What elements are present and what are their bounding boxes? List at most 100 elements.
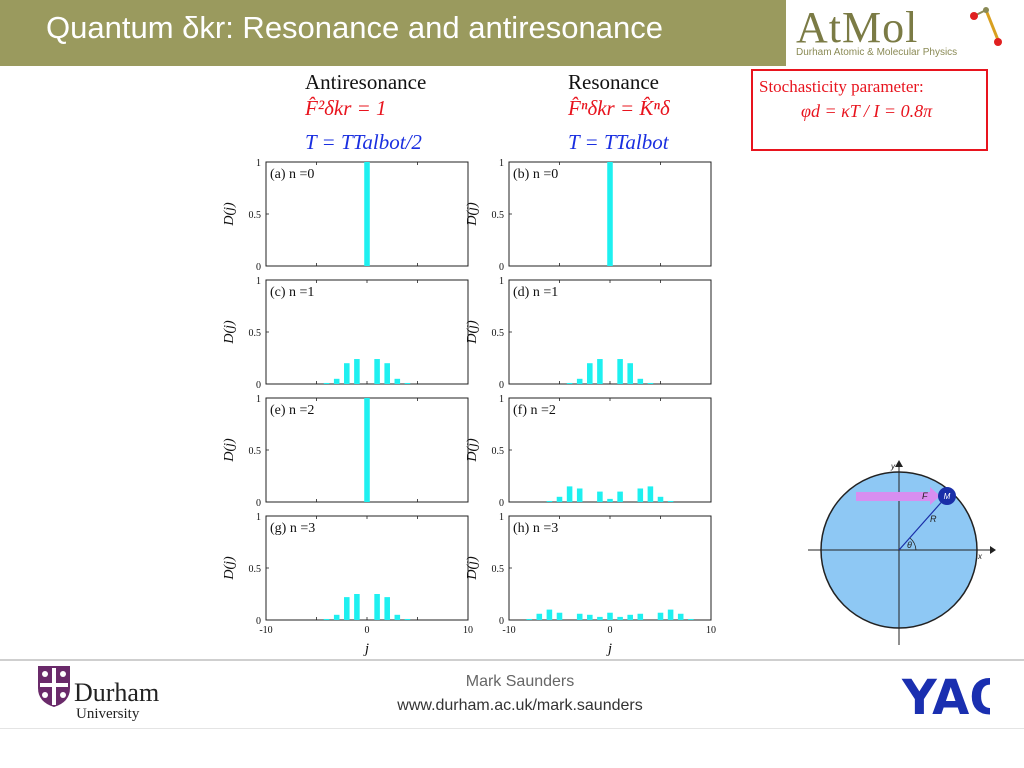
x-axis-label: x <box>977 552 983 561</box>
rotor-diagram: M F R θ y x <box>808 460 996 645</box>
bar <box>627 363 633 384</box>
y-tick-label: 0 <box>256 262 261 273</box>
bar <box>607 498 613 502</box>
y-tick-label: 0 <box>499 616 504 627</box>
y-axis-label: D(j) <box>465 556 480 581</box>
y-axis-label: D(j) <box>465 202 480 227</box>
y-tick-label: 1 <box>256 394 261 405</box>
x-axis-label: j <box>606 641 612 657</box>
bar <box>364 162 370 266</box>
panel-label: (b) n =0 <box>513 167 558 182</box>
bar <box>344 597 350 620</box>
durham-logo: Durham University <box>36 664 159 722</box>
atmol-logo-subtitle: Durham Atomic & Molecular Physics <box>796 47 958 58</box>
theta-label: θ <box>907 540 912 550</box>
x-tick-label: -10 <box>259 625 272 636</box>
bar <box>607 162 613 266</box>
bar <box>637 613 644 620</box>
y-tick-label: 0 <box>499 262 504 273</box>
x-axis-label: j <box>363 641 369 657</box>
y-tick-label: 1 <box>256 512 261 523</box>
x-tick-label: -10 <box>502 625 515 636</box>
atmol-logo-text: AtMol <box>796 3 919 52</box>
y-axis-label: D(j) <box>465 438 480 463</box>
bar <box>404 382 411 384</box>
mass-label: M <box>944 492 951 501</box>
bar <box>617 616 623 620</box>
bar <box>394 378 401 384</box>
bar <box>587 363 593 384</box>
bar <box>566 486 573 502</box>
bar <box>576 488 583 502</box>
bar <box>536 613 543 620</box>
bar <box>576 378 583 384</box>
y-tick-label: 0.5 <box>249 328 262 339</box>
y-tick-label: 1 <box>256 276 261 287</box>
bar <box>587 614 593 620</box>
bar <box>546 609 553 620</box>
durham-crest-icon <box>38 666 70 707</box>
antiresonance-heading: Antiresonance <box>305 70 427 94</box>
radius-label: R <box>930 514 937 524</box>
bar <box>364 398 370 502</box>
bar <box>657 612 664 620</box>
bar <box>607 612 613 620</box>
panel-frame <box>265 515 469 621</box>
panel-frame <box>508 515 712 621</box>
panel-label: (g) n =3 <box>270 521 315 536</box>
stochasticity-equation: φd = κT / I = 0.8π <box>801 101 933 121</box>
bar <box>617 491 623 502</box>
y-axis-label: D(j) <box>222 438 237 463</box>
force-arrow-head <box>930 487 940 505</box>
y-tick-label: 1 <box>256 158 261 169</box>
y-axis-label: D(j) <box>222 320 237 345</box>
durham-name: Durham <box>74 678 160 707</box>
y-tick-label: 0 <box>256 498 261 509</box>
resonance-eq1: F̂ⁿδkr = K̂ⁿδ <box>568 96 670 120</box>
bar <box>384 363 390 384</box>
author-url[interactable]: www.durham.ac.uk/mark.saunders <box>397 697 643 714</box>
stochasticity-title: Stochasticity parameter: <box>759 77 924 96</box>
y-tick-label: 1 <box>499 394 504 405</box>
y-tick-label: 1 <box>499 276 504 287</box>
y-axis-label: D(j) <box>222 202 237 227</box>
y-tick-label: 0.5 <box>249 210 262 221</box>
footer-divider-bottom <box>0 728 1024 729</box>
footer-divider <box>0 659 1024 661</box>
resonance-heading: Resonance <box>568 70 659 94</box>
x-axis-arrow <box>990 546 996 554</box>
bar <box>597 491 603 502</box>
header-bar: Quantum δkr: Resonance and antiresonance… <box>0 0 1024 66</box>
panel-label: (d) n =1 <box>513 285 558 300</box>
bar <box>597 359 603 384</box>
y-axis-arrow <box>895 460 903 467</box>
bar <box>354 359 360 384</box>
bar <box>667 609 674 620</box>
resonance-eq2: T = TTalbot <box>568 130 669 154</box>
y-tick-label: 0.5 <box>492 328 505 339</box>
bar <box>637 488 644 502</box>
bar <box>627 614 633 620</box>
y-tick-label: 0.5 <box>249 446 262 457</box>
panel-label: (e) n =2 <box>270 403 314 418</box>
panel-label: (h) n =3 <box>513 521 558 536</box>
y-tick-label: 0.5 <box>492 210 505 221</box>
bar <box>677 613 684 620</box>
bar <box>667 500 674 502</box>
bar <box>566 382 573 384</box>
bar <box>556 612 563 620</box>
bar <box>374 594 380 620</box>
panel-label: (a) n =0 <box>270 167 314 182</box>
mass-circle <box>938 487 956 505</box>
y-tick-label: 0.5 <box>249 564 262 575</box>
y-tick-label: 0.5 <box>492 446 505 457</box>
bar <box>556 496 563 502</box>
bar <box>546 500 553 502</box>
bar <box>404 618 411 620</box>
bar <box>647 486 654 502</box>
bar <box>374 359 380 384</box>
panel-frame <box>508 397 712 503</box>
bar <box>637 378 644 384</box>
y-axis-label: D(j) <box>465 320 480 345</box>
x-tick-label: 0 <box>365 625 370 636</box>
